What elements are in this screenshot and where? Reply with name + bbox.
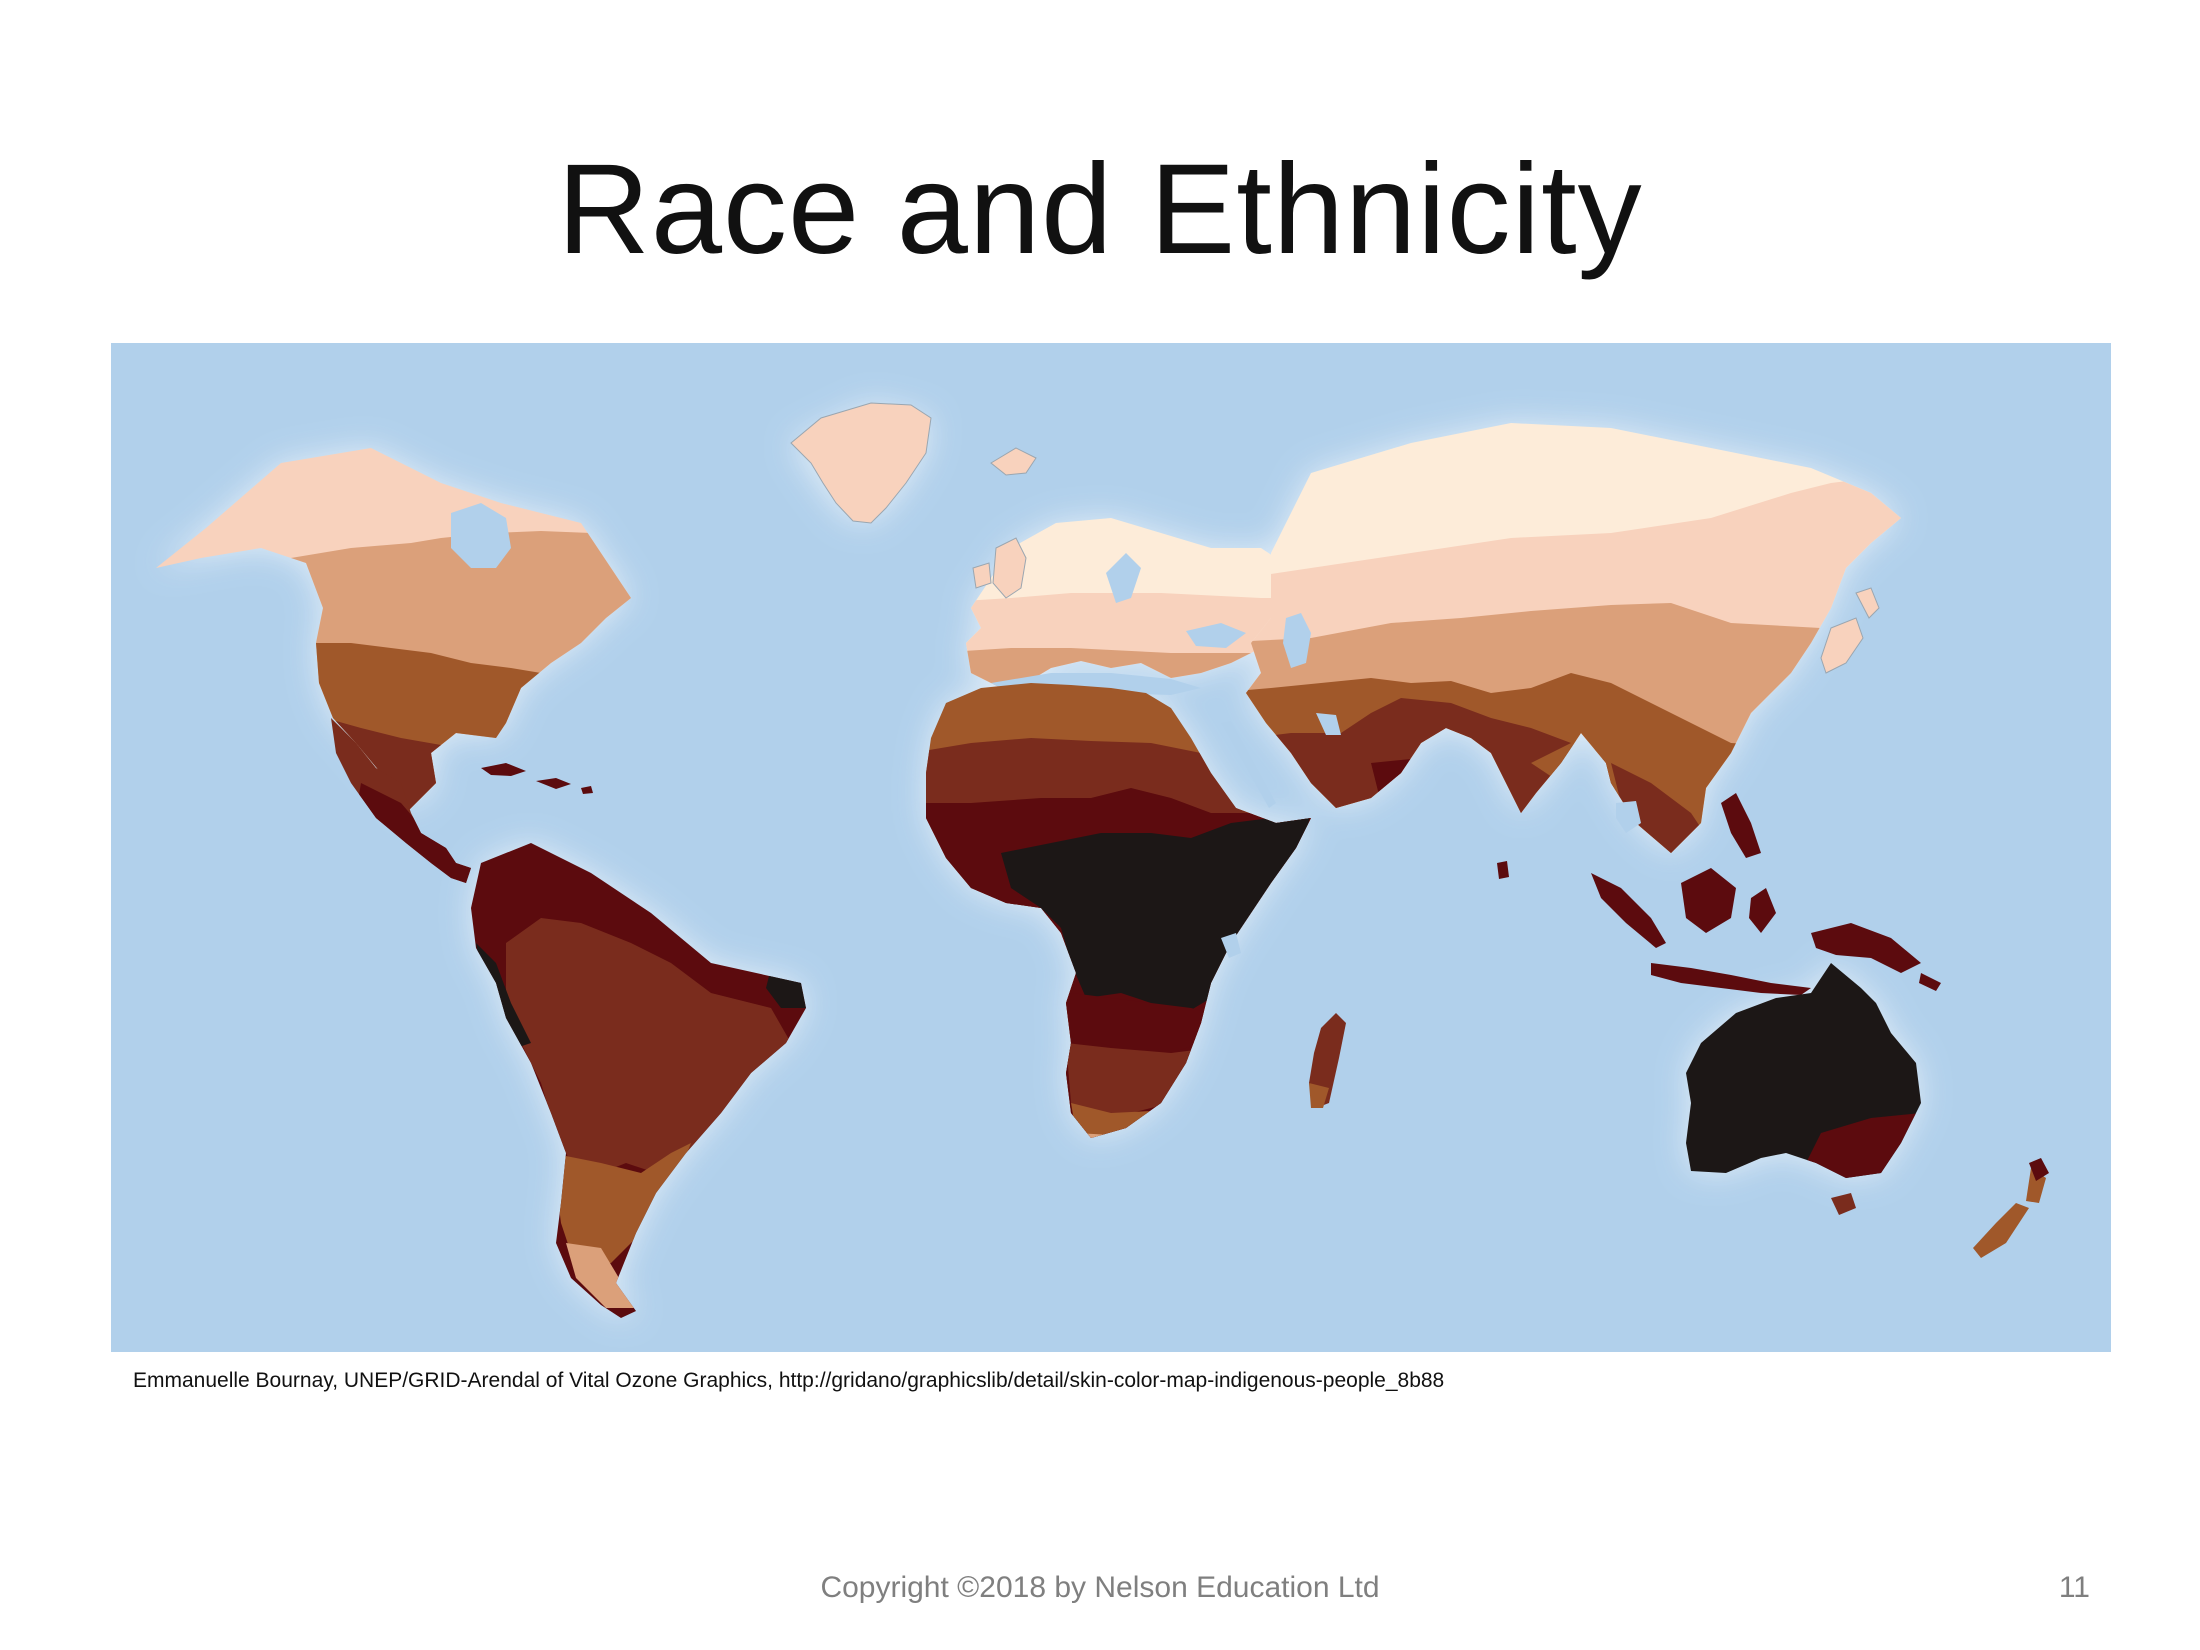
region-greenland xyxy=(790,402,932,524)
image-credit: Emmanuelle Bournay, UNEP/GRID-Arendal of… xyxy=(133,1369,1445,1392)
region-sri-lanka xyxy=(1497,861,1509,879)
black-sea xyxy=(1186,623,1246,648)
world-skin-color-map xyxy=(111,343,2111,1352)
region-new-zealand-north xyxy=(2029,1158,2049,1181)
red-sea xyxy=(1221,721,1276,808)
region-madagascar xyxy=(1309,1013,1346,1108)
page-number: 11 xyxy=(2058,1571,2090,1604)
caribbean-islands xyxy=(481,763,593,794)
region-maritime-southeast-asia xyxy=(1591,793,1941,995)
british-isles xyxy=(972,537,1027,599)
region-japan xyxy=(1820,587,1880,674)
persian-gulf xyxy=(1316,713,1341,735)
lake-victoria xyxy=(1221,933,1241,958)
baltic-sea xyxy=(1106,553,1141,603)
slide-title: Race and Ethnicity xyxy=(557,138,1643,281)
copyright-footer: Copyright ©2018 by Nelson Education Ltd xyxy=(820,1571,1380,1604)
region-tasmania xyxy=(1831,1193,1856,1215)
map-svg xyxy=(111,343,2111,1352)
caspian-sea xyxy=(1283,613,1311,668)
gulf-of-thailand xyxy=(1616,801,1641,833)
region-iceland xyxy=(990,447,1037,476)
hudson-bay xyxy=(451,503,511,568)
